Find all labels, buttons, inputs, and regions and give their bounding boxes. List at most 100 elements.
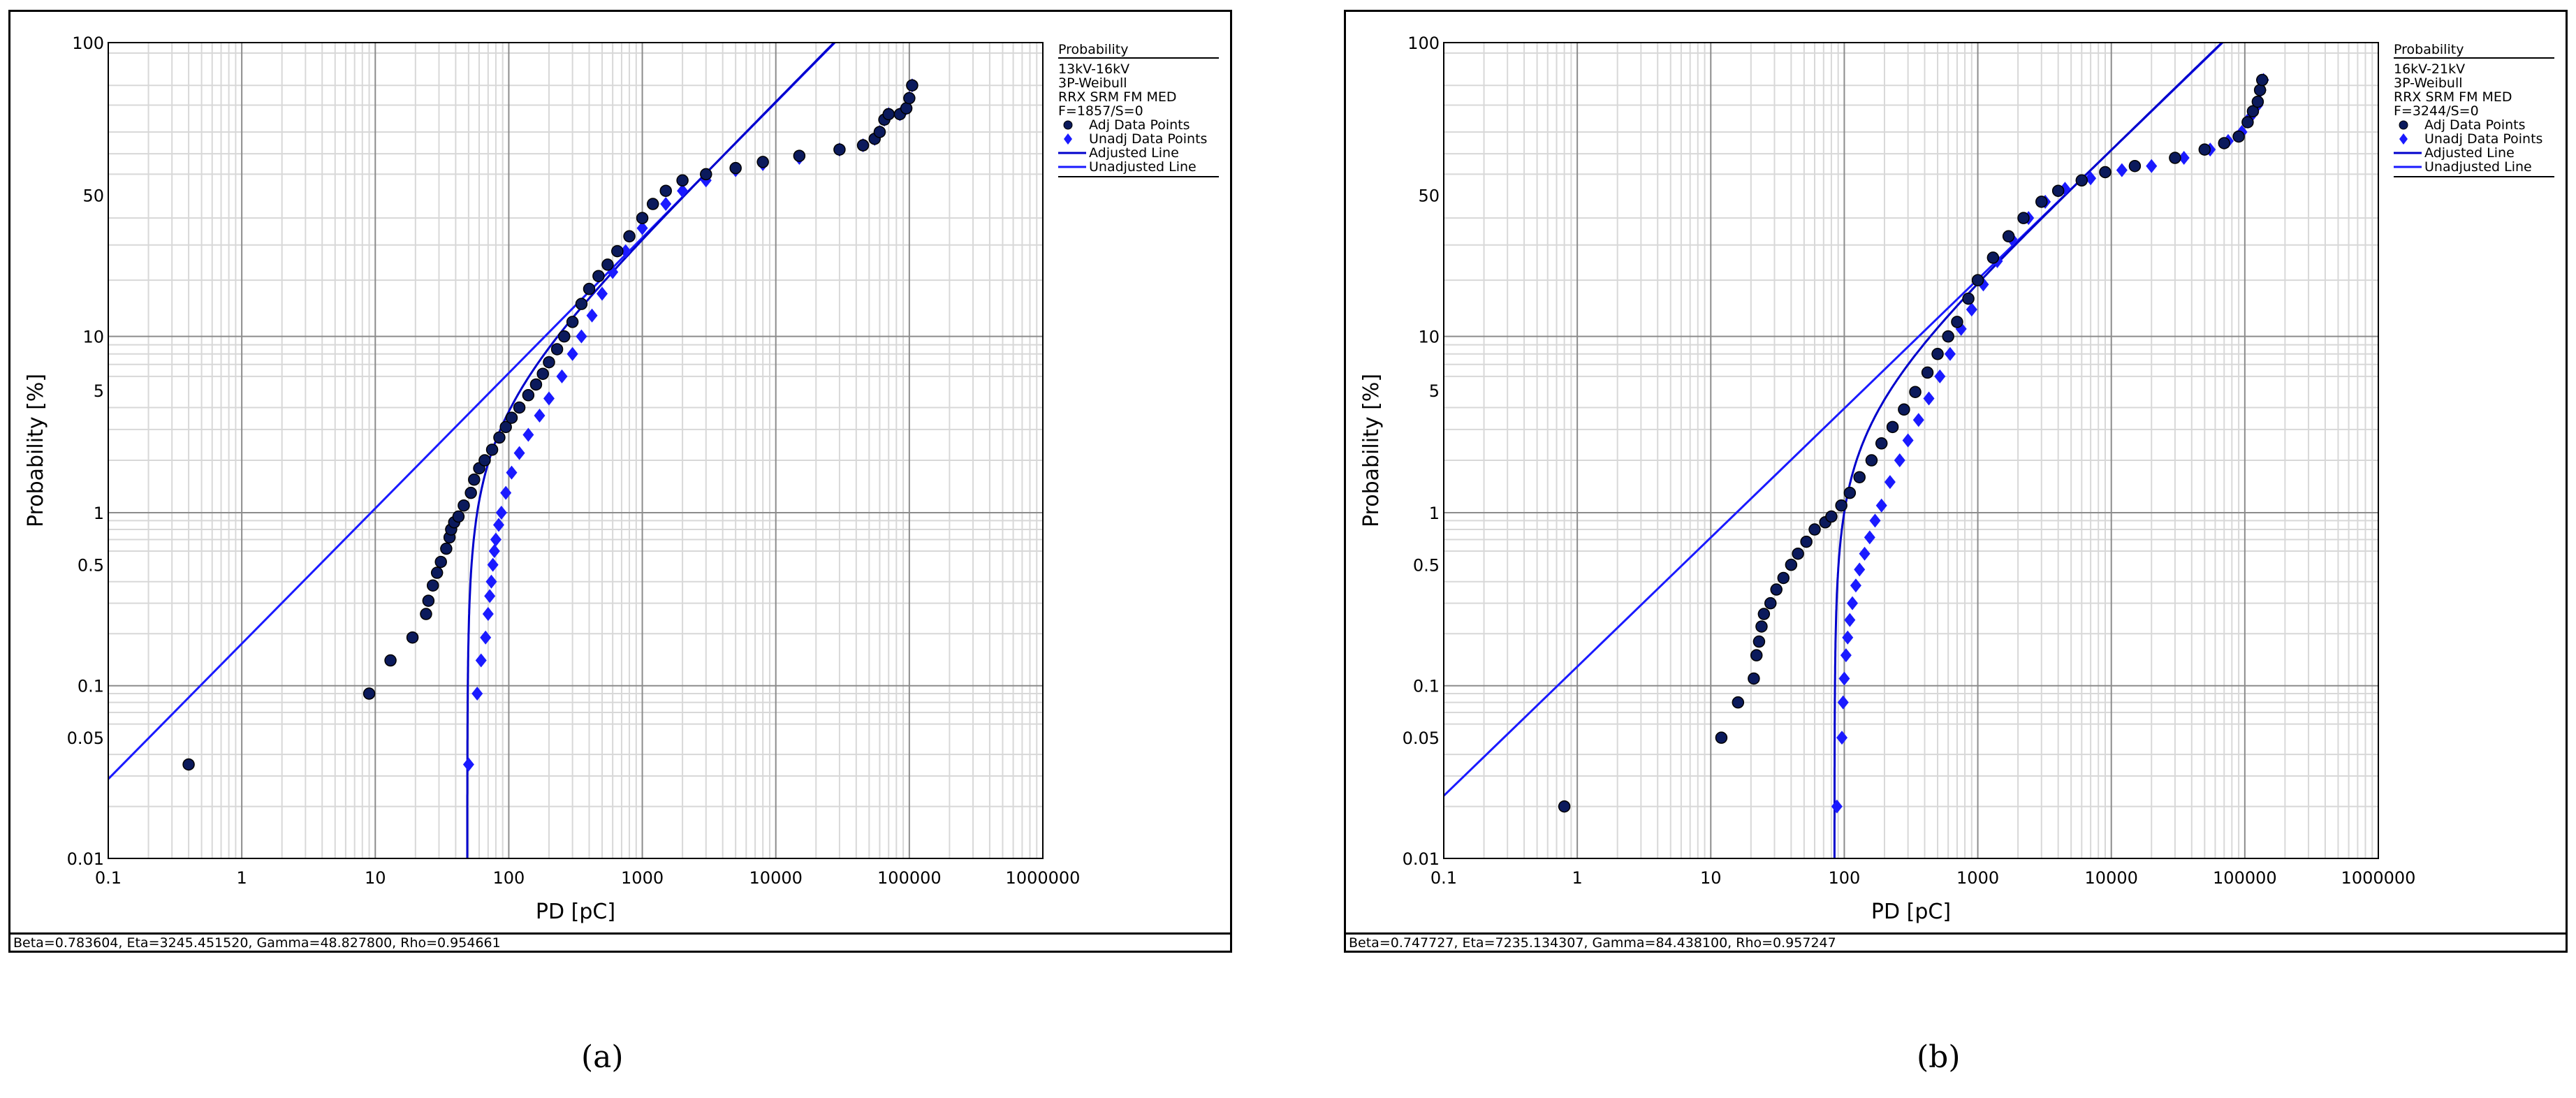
x-axis-title: PD [pC] [1871, 900, 1951, 924]
unadj-data-point [487, 557, 499, 572]
adj-data-point [2256, 73, 2269, 87]
unadj-data-point [1912, 413, 1924, 427]
unadj-data-point [480, 630, 492, 645]
adj-data-point [1931, 348, 1944, 360]
legend-info-line: 3P-Weibull [1058, 75, 1127, 91]
unadj-data-point [2146, 159, 2158, 173]
adj-data-point [1800, 535, 1813, 548]
parameter-status-bar-a: Beta=0.783604, Eta=3245.451520, Gamma=48… [10, 932, 1230, 951]
adj-data-point [2251, 95, 2264, 108]
adj-data-point [1898, 403, 1910, 416]
unadj-data-point [1894, 453, 1905, 468]
adj-data-point [1558, 800, 1571, 813]
adj-data-point [2035, 196, 2048, 208]
x-tick-label: 0.1 [1430, 868, 1457, 888]
unadj-data-point [1923, 391, 1935, 406]
adj-data-point [906, 79, 919, 92]
panel-caption-a: (a) [581, 1039, 624, 1075]
unadj-data-point [471, 687, 483, 701]
unadj-data-point [1854, 562, 1866, 577]
legend-entry: Adj Data Points [2424, 117, 2526, 133]
adj-data-point [1865, 454, 1878, 467]
weibull-plot-b: 0.1 1 10 100 1000 10000 100000 1000000 0.01 0.05 0… [1359, 34, 2554, 924]
unadj-data-point [492, 518, 504, 532]
adj-data-point [468, 473, 481, 486]
adj-data-point [1835, 499, 1847, 512]
unadj-data-point [2178, 151, 2190, 166]
adj-data-point [2253, 84, 2267, 96]
unadj-data-point [620, 244, 631, 258]
unadj-data-point [495, 505, 507, 520]
adj-data-point [1770, 583, 1783, 596]
adj-data-point [1853, 471, 1866, 483]
legend-info-line: RRX SRM FM MED [2394, 89, 2512, 105]
adj-data-point [1755, 620, 1768, 633]
adj-data-point [2051, 184, 2065, 197]
adj-data-point [1843, 486, 1857, 499]
adj-data-point [499, 420, 512, 434]
adj-data-point [557, 330, 571, 343]
adj-data-point [2232, 130, 2245, 143]
y-tick-label: 0.1 [1413, 677, 1440, 696]
y-tick-label: 5 [1429, 381, 1440, 401]
legend-unadj-marker [1064, 133, 1072, 145]
y-axis-title: Probability [%] [24, 374, 48, 527]
adj-data-point [2099, 166, 2112, 179]
unadj-data-point [543, 391, 555, 406]
unadj-data-point [1869, 513, 1881, 528]
adj-data-point [900, 102, 913, 115]
y-tick-label: 0.05 [1403, 729, 1440, 748]
unadj-data-point [1902, 433, 1914, 448]
parameter-status-bar-b: Beta=0.747727, Eta=7235.134307, Gamma=84… [1346, 932, 2566, 951]
adj-data-point [406, 631, 419, 644]
plot-border [108, 42, 1044, 859]
adj-data-point [1785, 558, 1798, 571]
legend-entry: Unadj Data Points [2424, 131, 2542, 147]
legend-info-line: 16kV-21kV [2394, 61, 2465, 77]
unadj-data-point [484, 589, 496, 603]
y-tick-label: 100 [72, 34, 104, 53]
adj-data-point [2246, 105, 2260, 118]
x-tick-label: 100000 [877, 868, 942, 888]
legend-info-line: 13kV-16kV [1058, 61, 1129, 77]
unadj-data-point [597, 286, 608, 301]
unadj-data-point [1847, 596, 1859, 610]
legend-unadj-marker [2399, 133, 2408, 145]
y-tick-label: 10 [82, 328, 104, 347]
x-tick-label: 10000 [2085, 868, 2138, 888]
unadj-data-point [1837, 695, 1849, 710]
unadj-data-point [1840, 648, 1852, 663]
adj-data-point [646, 198, 659, 210]
x-tick-label: 10 [365, 868, 386, 888]
unadj-data-point [1859, 546, 1871, 561]
adj-data-point [2002, 230, 2015, 243]
unadj-data-point [1844, 613, 1856, 627]
unadj-data-point [586, 308, 598, 323]
adj-data-point [1986, 251, 2000, 264]
unadj-data-point [1934, 369, 1946, 383]
adjusted-line [1833, 43, 2224, 858]
unadj-data-point [1831, 799, 1843, 814]
y-tick-label: 50 [82, 186, 104, 205]
adj-data-point [513, 401, 526, 414]
adj-data-point [1825, 510, 1838, 523]
adj-data-point [384, 654, 397, 667]
x-tick-label: 1 [1572, 868, 1583, 888]
adj-data-point [1757, 608, 1771, 620]
unadj-data-point [576, 329, 587, 344]
legend-title: Probability [2394, 42, 2464, 57]
unadj-data-point [556, 369, 568, 383]
unadj-data-point [1864, 530, 1875, 545]
adj-data-point [1909, 386, 1922, 398]
y-axis-title: Probability [%] [1359, 374, 1384, 527]
unadj-data-point [1966, 302, 1977, 317]
adj-data-point [1764, 596, 1777, 610]
x-tick-label: 1000 [621, 868, 664, 888]
chart-panel-a: 0.1 1 10 100 1000 10000 100000 1000000 0.01 0.05 0… [8, 10, 1232, 953]
adj-data-point [458, 499, 470, 512]
adj-data-point [452, 510, 465, 523]
adj-data-point [543, 356, 555, 369]
adj-data-point [182, 758, 195, 771]
adj-data-point [1752, 635, 1766, 648]
x-tick-label: 1000000 [1006, 868, 1081, 888]
